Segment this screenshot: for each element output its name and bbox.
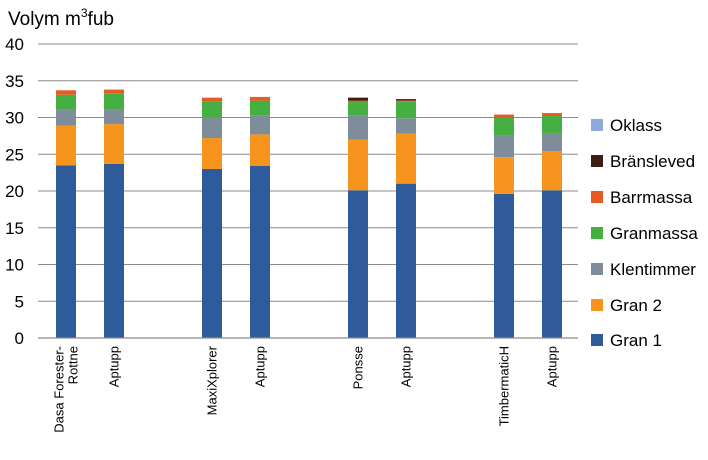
bar-segment-klentimmer	[494, 135, 514, 158]
legend-item-gran-1: Gran 1	[591, 331, 662, 350]
x-axis-labels: Dasa Forester-Rottne Aptupp MaxiXplorer Apt…	[52, 345, 560, 432]
bar-segment-barrmassa	[396, 100, 416, 102]
bar-segment-gran-2	[396, 133, 416, 184]
y-axis-title: Volym m3fub	[8, 6, 114, 30]
bar-segment-klentimmer	[104, 109, 124, 125]
bar-segment-gran-1	[396, 183, 416, 338]
legend-label: Gran 1	[610, 331, 662, 350]
bar-segment-gran-2	[542, 151, 562, 191]
x-tick-label: Ponsse	[351, 346, 366, 389]
legend-item-oklass: Oklass	[591, 116, 662, 135]
x-tick-label-line: Aptupp	[399, 346, 414, 387]
bar-segment-barrmassa	[494, 114, 514, 118]
bar-segment-klentimmer	[202, 117, 222, 139]
legend-swatch	[591, 263, 603, 275]
x-tick-label-line: Aptupp	[107, 346, 122, 387]
x-tick-label-line: Rottne	[66, 346, 81, 384]
y-axis-title-end: fub	[88, 9, 114, 30]
y-axis-title-base: Volym m	[8, 9, 81, 30]
legend-item-barrmassa: Barrmassa	[591, 188, 693, 207]
legend: Oklass Bränsleved Barrmassa Granmassa Klenti…	[591, 116, 698, 350]
bar-segment-barrmassa	[56, 90, 76, 95]
y-tick-label: 15	[5, 219, 24, 238]
bar-segment-barrmassa	[104, 89, 124, 94]
x-tick-label: Aptupp	[545, 346, 560, 387]
x-tick-label: Aptupp	[253, 346, 268, 387]
bar-segment-granmassa	[396, 101, 416, 119]
x-tick-label: MaxiXplorer	[205, 345, 220, 415]
y-tick-label: 35	[5, 72, 24, 91]
x-tick-label-line: MaxiXplorer	[205, 345, 220, 415]
bar-segment-klentimmer	[542, 132, 562, 152]
x-tick-label-line: TimbermaticH	[497, 346, 512, 426]
bar-segment-granmassa	[250, 100, 270, 116]
x-tick-label: TimbermaticH	[497, 346, 512, 426]
bar-segment-gran-2	[104, 124, 124, 164]
y-tick-label: 40	[5, 35, 24, 54]
bar-segment-gran-2	[202, 138, 222, 169]
y-tick-label: 25	[5, 145, 24, 164]
bar-segment-gran-2	[250, 134, 270, 167]
legend-swatch	[591, 299, 603, 311]
legend-item-gran-2: Gran 2	[591, 296, 662, 315]
x-tick-label: Dasa Forester-Rottne	[52, 346, 81, 433]
legend-label: Barrmassa	[610, 188, 693, 207]
legend-swatch	[591, 119, 603, 131]
legend-item-granmassa: Granmassa	[591, 224, 698, 243]
bar-segment-gran-1	[250, 166, 270, 338]
bar-segment-granmassa	[56, 94, 76, 110]
x-tick-label-line: Aptupp	[253, 346, 268, 387]
bar-segment-klentimmer	[250, 115, 270, 135]
y-tick-label: 30	[5, 109, 24, 128]
bar-segment-klentimmer	[348, 115, 368, 140]
bar-segment-br-nsleved	[396, 99, 416, 101]
x-tick-label-line: Ponsse	[351, 346, 366, 389]
legend-label: Oklass	[610, 116, 662, 135]
y-tick-label: 0	[15, 329, 24, 348]
x-tick-label-line: Aptupp	[545, 346, 560, 387]
legend-swatch	[591, 191, 603, 203]
bar-segment-granmassa	[104, 93, 124, 110]
bar-segment-gran-1	[104, 163, 124, 338]
y-tick-label: 10	[5, 256, 24, 275]
legend-label: Gran 2	[610, 296, 662, 315]
y-axis-title-sup: 3	[81, 6, 88, 20]
bar-segment-gran-2	[494, 157, 514, 194]
legend-item-klentimmer: Klentimmer	[591, 260, 696, 279]
bar-segment-granmassa	[494, 117, 514, 136]
x-tick-label-line: Dasa Forester-	[52, 346, 67, 433]
legend-swatch	[591, 227, 603, 239]
bar-segment-granmassa	[542, 116, 562, 133]
legend-swatch	[591, 334, 603, 346]
y-axis-ticks: 0 5 10 15 20 25 30 35 40	[5, 35, 24, 348]
bars	[56, 89, 562, 338]
bar-segment-klentimmer	[396, 118, 416, 134]
bar-segment-br-nsleved	[348, 97, 368, 101]
y-tick-label: 20	[5, 182, 24, 201]
bar-segment-granmassa	[202, 101, 222, 118]
y-tick-label: 5	[15, 292, 24, 311]
legend-label: Bränsleved	[610, 152, 695, 171]
legend-label: Granmassa	[610, 224, 698, 243]
bar-segment-gran-1	[494, 193, 514, 338]
bar-segment-barrmassa	[250, 96, 270, 101]
bar-segment-gran-1	[542, 190, 562, 338]
bar-segment-barrmassa	[348, 100, 368, 103]
bar-segment-barrmassa	[542, 113, 562, 117]
x-tick-label: Aptupp	[399, 346, 414, 387]
x-tick-label: Aptupp	[107, 346, 122, 387]
legend-label: Klentimmer	[610, 260, 696, 279]
bar-segment-gran-2	[56, 125, 76, 166]
legend-item-br-nsleved: Bränsleved	[591, 152, 695, 171]
bar-segment-barrmassa	[202, 97, 222, 102]
bar-segment-gran-1	[56, 165, 76, 338]
bar-segment-gran-1	[348, 190, 368, 338]
legend-swatch	[591, 155, 603, 167]
bar-segment-gran-2	[348, 139, 368, 191]
bar-segment-klentimmer	[56, 109, 76, 126]
bar-segment-granmassa	[348, 102, 368, 116]
bar-segment-gran-1	[202, 168, 222, 338]
